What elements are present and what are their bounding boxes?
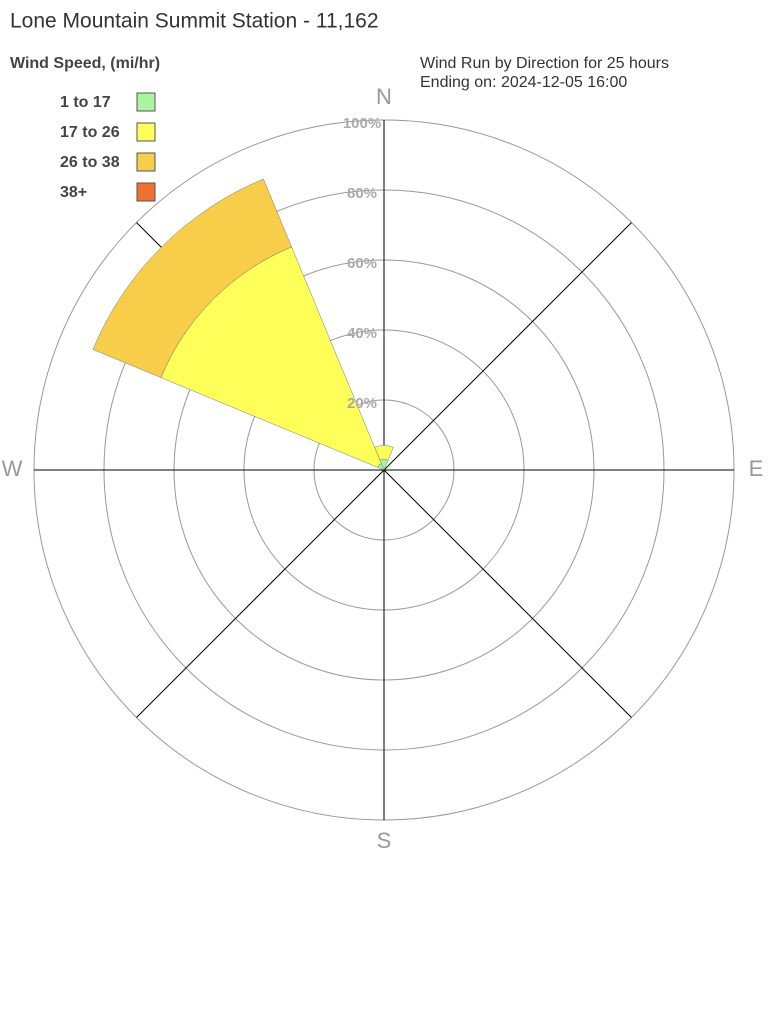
r-tick-label: 40%	[347, 325, 377, 342]
legend-swatch	[136, 152, 156, 172]
r-tick-label: 100%	[343, 115, 381, 132]
r-tick-label: 60%	[347, 255, 377, 272]
direction-label: E	[749, 456, 764, 481]
legend-swatch	[136, 92, 156, 112]
legend-label: 38+	[60, 184, 87, 201]
wedge	[374, 445, 394, 461]
direction-label: W	[2, 456, 23, 481]
legend-swatch	[136, 122, 156, 142]
legend-label: 17 to 26	[60, 124, 120, 141]
legend-label: 26 to 38	[60, 154, 120, 171]
chart-title: Lone Mountain Summit Station - 11,162	[10, 10, 379, 33]
subtitle: Ending on: 2024-12-05 16:00	[420, 74, 627, 91]
r-tick-label: 20%	[347, 395, 377, 412]
wedge	[92, 178, 292, 378]
r-tick-label: 80%	[347, 185, 377, 202]
subtitle: Wind Run by Direction for 25 hours	[420, 55, 669, 72]
legend-swatch	[136, 182, 156, 202]
spoke	[383, 222, 632, 471]
direction-label: S	[377, 828, 392, 853]
legend-title: Wind Speed, (mi/hr)	[10, 55, 160, 72]
direction-label: N	[376, 84, 392, 109]
spoke	[136, 469, 385, 718]
spoke	[383, 469, 632, 718]
legend-label: 1 to 17	[60, 94, 111, 111]
